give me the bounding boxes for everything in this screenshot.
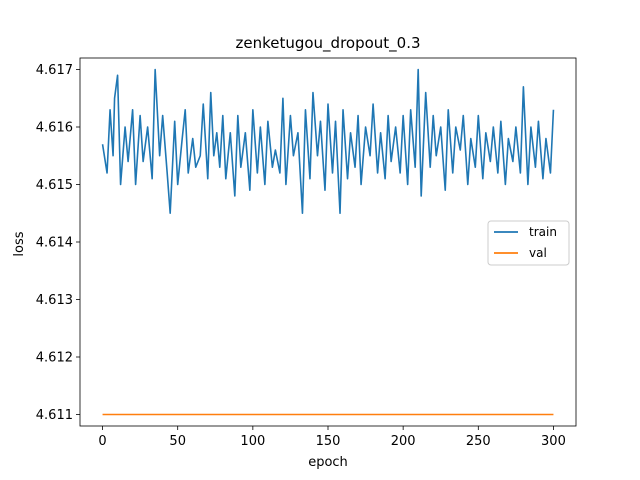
x-tick-label: 50 — [169, 434, 186, 449]
x-tick-label: 300 — [541, 434, 566, 449]
x-axis: 0 50 100 150 200 250 300 — [98, 426, 566, 449]
x-tick-label: 250 — [466, 434, 491, 449]
x-axis-label: epoch — [308, 455, 348, 470]
y-tick-label: 4.613 — [36, 293, 73, 308]
y-tick-label: 4.616 — [36, 121, 73, 136]
y-axis: 4.611 4.612 4.613 4.614 4.615 4.616 4.617 — [36, 63, 80, 423]
y-tick-label: 4.617 — [36, 63, 73, 78]
chart-title: zenketugou_dropout_0.3 — [235, 34, 420, 53]
y-axis-label: loss — [12, 231, 27, 256]
x-tick-label: 200 — [391, 434, 416, 449]
y-tick-label: 4.611 — [36, 408, 73, 423]
x-tick-label: 150 — [316, 434, 341, 449]
legend-entry-train: train — [529, 225, 557, 239]
series-line-train — [101, 68, 555, 215]
legend: train val — [487, 220, 570, 266]
x-tick-label: 100 — [240, 434, 265, 449]
y-tick-label: 4.615 — [36, 178, 73, 193]
y-tick-label: 4.612 — [36, 351, 73, 366]
legend-entry-val: val — [529, 246, 547, 260]
y-tick-label: 4.614 — [36, 236, 73, 251]
x-tick-label: 0 — [98, 434, 106, 449]
